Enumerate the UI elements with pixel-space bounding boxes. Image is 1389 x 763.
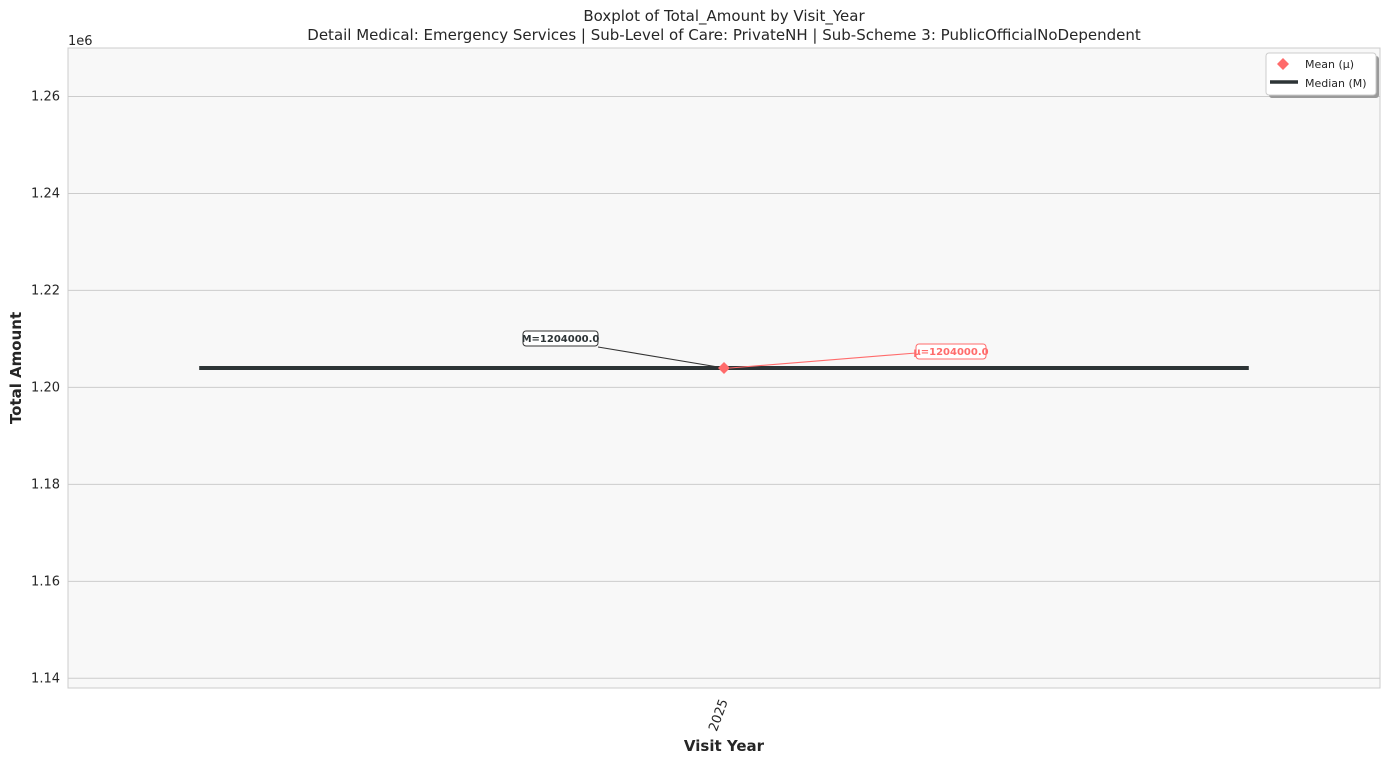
data-marks bbox=[199, 362, 1249, 374]
y-tick-label: 1.14 bbox=[31, 671, 60, 686]
median-annotation-arrow bbox=[597, 346, 719, 368]
annotations: M=1204000.0 μ=1204000.0 bbox=[522, 330, 989, 369]
y-tick-label: 1.18 bbox=[31, 477, 60, 492]
mean-annotation-box bbox=[915, 343, 987, 360]
y-tick-label: 1.20 bbox=[31, 380, 60, 395]
median-annotation-box bbox=[522, 330, 599, 347]
y-tick-label: 1.16 bbox=[31, 574, 60, 589]
mean-marker bbox=[718, 362, 730, 374]
grid-lines bbox=[68, 95, 1380, 679]
legend-entry-mean: Mean (μ) bbox=[1305, 58, 1354, 71]
plot-frame bbox=[67, 47, 1381, 689]
x-tick-label: 2025 bbox=[706, 697, 731, 733]
y-offset-label: 1e6 bbox=[68, 34, 93, 49]
legend-entry-median: Median (M) bbox=[1305, 77, 1367, 90]
legend-mean-diamond-icon bbox=[1277, 58, 1289, 70]
median-annotation-label: M=1204000.0 bbox=[522, 334, 600, 345]
legend: Mean (μ) Median (M) bbox=[1265, 52, 1379, 98]
x-axis-ticks: 2025 bbox=[706, 697, 731, 733]
mean-annotation-arrow bbox=[729, 352, 917, 369]
y-tick-label: 1.22 bbox=[31, 283, 60, 298]
chart-title: Boxplot of Total_Amount by Visit_Year bbox=[583, 7, 865, 26]
chart-subtitle: Detail Medical: Emergency Services | Sub… bbox=[307, 26, 1141, 44]
legend-box bbox=[1265, 52, 1377, 96]
x-axis-label: Visit Year bbox=[684, 737, 765, 755]
mean-annotation-label: μ=1204000.0 bbox=[913, 347, 988, 358]
y-tick-label: 1.24 bbox=[31, 186, 60, 201]
y-axis-label: Total Amount bbox=[7, 312, 25, 424]
y-axis-ticks: 1.14 1.16 1.18 1.20 1.22 1.24 1.26 bbox=[31, 89, 60, 686]
y-tick-label: 1.26 bbox=[31, 89, 60, 104]
